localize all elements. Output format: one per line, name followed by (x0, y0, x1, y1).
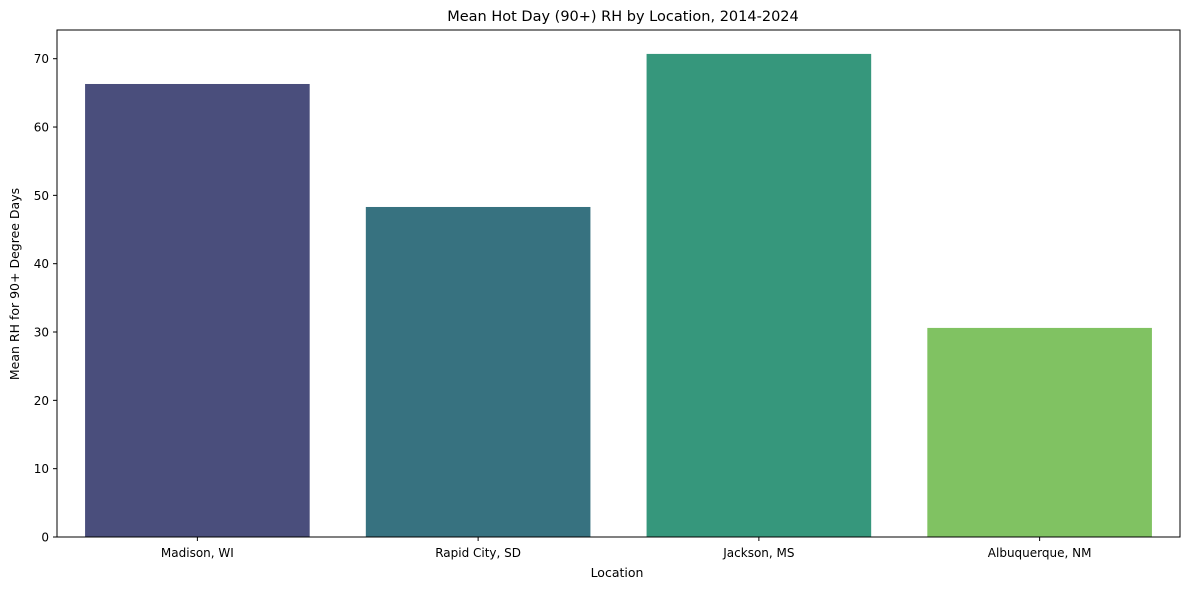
x-tick-label: Madison, WI (161, 546, 234, 560)
axes-frame (56, 29, 1181, 538)
x-tick-label: Rapid City, SD (435, 546, 521, 560)
x-axis-label: Location (591, 565, 644, 580)
y-axis-label: Mean RH for 90+ Degree Days (7, 188, 22, 380)
y-tick-label: 60 (34, 121, 49, 135)
chart-title: Mean Hot Day (90+) RH by Location, 2014-… (447, 9, 799, 25)
x-tick-label: Jackson, MS (722, 546, 794, 560)
y-tick-label: 20 (34, 394, 49, 408)
y-tick-label: 0 (41, 531, 49, 545)
bar-madison-wi (85, 83, 310, 537)
bar-jackson-ms (646, 53, 872, 537)
y-tick-label: 10 (34, 462, 49, 476)
y-tick-label: 30 (34, 326, 49, 340)
plot-area: Madison, WI Rapid City, SD Jackson, MS Albu… (34, 29, 1181, 560)
y-tick-label: 70 (34, 52, 49, 66)
x-tick-label: Albuquerque, NM (988, 546, 1092, 560)
y-tick-label: 40 (34, 257, 49, 271)
bar-albuquerque-nm (927, 327, 1152, 537)
y-tick-label: 50 (34, 189, 49, 203)
bar-rapid-city-sd (365, 206, 591, 538)
